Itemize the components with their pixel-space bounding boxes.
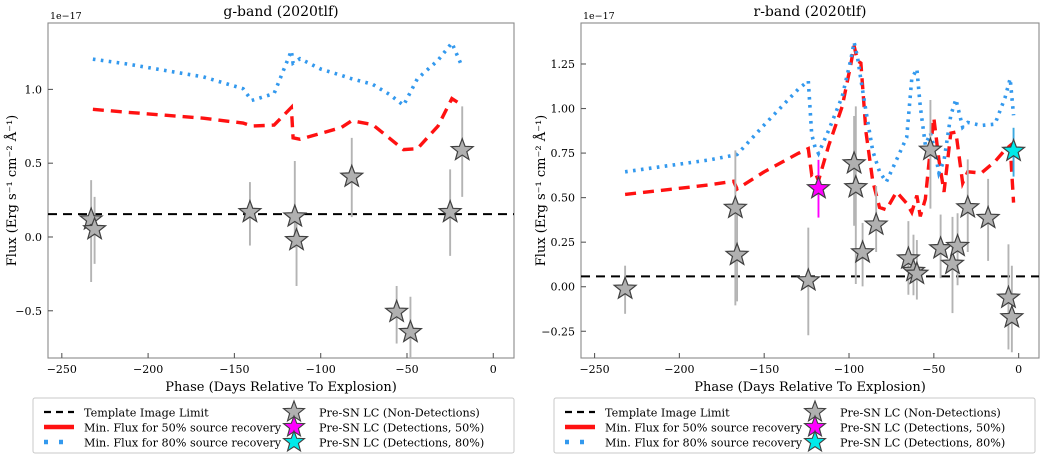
x-tick-label: −200 — [133, 363, 163, 376]
panel-r-band: r-band (2020tlf) 1e−17 −250 −200 −150 −100 −50… — [525, 0, 1049, 455]
flux-50-recovery-line — [92, 96, 464, 152]
legend: Template Image Limit Min. Flux for 50% so… — [553, 397, 1036, 454]
data-point-nondetection[interactable] — [384, 298, 410, 323]
x-tick-label: −150 — [219, 363, 249, 376]
legend-label: Pre-SN LC (Non-Detections) — [319, 407, 480, 420]
y-tick-label: 1.00 — [551, 103, 576, 116]
x-tick-label: −250 — [47, 363, 77, 376]
y-axis-offset-label: 1e−17 — [50, 11, 82, 22]
data-point-nondetection[interactable] — [397, 318, 424, 343]
plot-frame — [47, 22, 515, 359]
data-point-nondetection[interactable] — [339, 163, 365, 188]
data-point-nondetection[interactable] — [612, 275, 638, 300]
data-point-nondetection[interactable] — [282, 203, 308, 228]
legend-item[interactable]: Pre-SN LC (Detections, 80%) — [282, 429, 485, 453]
data-point-nondetection[interactable] — [449, 136, 475, 161]
data-point-nondetection[interactable] — [975, 204, 1001, 229]
legend-label: Min. Flux for 50% source recovery — [605, 422, 803, 435]
panel-g-band: g-band (2020tlf) 1e−17 −250 −200 −150 −100 −50… — [0, 0, 524, 455]
data-point-nondetection[interactable] — [995, 284, 1022, 309]
legend-item[interactable]: Min. Flux for 50% source recovery — [565, 422, 803, 435]
data-point-nondetection[interactable] — [895, 245, 921, 270]
x-tick-label: 0 — [1015, 363, 1022, 376]
x-axis-title: Phase (Days Relative To Explosion) — [165, 380, 397, 395]
data-point-detection[interactable] — [805, 175, 832, 200]
data-point-nondetection[interactable] — [78, 206, 104, 231]
data-point-nondetection[interactable] — [237, 198, 263, 223]
data-point-nondetection[interactable] — [843, 174, 869, 198]
y-tick-label: 0.0 — [25, 231, 43, 244]
legend-label: Template Image Limit — [605, 407, 730, 420]
x-tick-label: −100 — [306, 363, 336, 376]
plot-frame — [580, 22, 1040, 359]
flux-50-recovery-line — [624, 45, 1016, 217]
y-axis-offset-label: 1e−17 — [583, 11, 615, 22]
y-tick-label: 1.25 — [551, 58, 576, 71]
legend-label: Pre-SN LC (Detections, 50%) — [840, 422, 1005, 435]
data-point-nondetection[interactable] — [939, 250, 966, 275]
data-point-nondetection[interactable] — [945, 232, 971, 257]
x-tick-label: −200 — [664, 363, 694, 376]
data-point-nondetection[interactable] — [841, 150, 867, 175]
data-point-nondetection[interactable] — [904, 260, 930, 285]
x-tick-label: −250 — [579, 363, 609, 376]
legend-label: Template Image Limit — [84, 407, 209, 420]
data-point-nondetection[interactable] — [863, 211, 889, 236]
data-point-nondetection[interactable] — [437, 198, 463, 223]
legend-item[interactable]: Min. Flux for 80% source recovery — [565, 437, 803, 450]
data-point-nondetection[interactable] — [955, 194, 981, 219]
y-tick-label: 0.75 — [551, 147, 576, 160]
plot-area — [581, 41, 1039, 353]
x-axis-title: Phase (Days Relative To Explosion) — [694, 380, 926, 395]
y-tick-label: −0.25 — [541, 325, 575, 338]
data-point-nondetection[interactable] — [917, 136, 943, 161]
legend-item[interactable]: Template Image Limit — [565, 407, 730, 420]
x-tick-label: 0 — [490, 363, 497, 376]
x-tick-label: −150 — [749, 363, 779, 376]
legend-label: Pre-SN LC (Detections, 50%) — [319, 422, 484, 435]
legend-item[interactable]: Min. Flux for 80% source recovery — [44, 437, 282, 450]
flux-80-recovery-line — [92, 39, 464, 109]
data-point-nondetection[interactable] — [795, 267, 821, 292]
legend-label: Min. Flux for 50% source recovery — [84, 422, 282, 435]
y-axis-title: Flux (Erg s⁻¹ cm⁻² Å⁻¹) — [533, 115, 549, 266]
x-tick-label: −50 — [922, 363, 945, 376]
panel-title: r-band (2020tlf) — [754, 4, 867, 20]
x-tick-label: −50 — [395, 363, 418, 376]
data-point-nondetection[interactable] — [283, 227, 310, 251]
legend-label: Pre-SN LC (Detections, 80%) — [840, 437, 1005, 450]
data-point-nondetection[interactable] — [82, 216, 108, 241]
axis-ticks: −250 −200 −150 −100 −50 0 −0.25 0.00 0.25 0.50 0.7… — [541, 58, 1022, 376]
legend-label: Pre-SN LC (Detections, 80%) — [319, 437, 484, 450]
legend-item[interactable]: Min. Flux for 50% source recovery — [44, 422, 282, 435]
flux-80-recovery-line — [624, 41, 1016, 186]
data-point-detection[interactable] — [1000, 137, 1027, 162]
y-tick-label: 0.00 — [551, 281, 576, 294]
data-point-nondetection[interactable] — [724, 241, 750, 266]
x-tick-label: −100 — [834, 363, 864, 376]
y-tick-label: 0.5 — [25, 157, 43, 170]
legend-label: Pre-SN LC (Non-Detections) — [840, 407, 1001, 420]
y-tick-label: 0.25 — [551, 236, 576, 249]
y-tick-label: 0.50 — [551, 192, 576, 205]
data-point-nondetection[interactable] — [722, 194, 748, 219]
y-tick-label: −0.5 — [15, 305, 42, 318]
star-icon — [803, 429, 827, 453]
axis-ticks: −250 −200 −150 −100 −50 0 −0.5 0.0 0.5 1.0 — [15, 83, 497, 376]
star-icon — [282, 429, 306, 453]
y-tick-label: 1.0 — [25, 83, 43, 96]
legend-item[interactable]: Pre-SN LC (Detections, 80%) — [803, 429, 1006, 453]
y-axis-title: Flux (Erg s⁻¹ cm⁻² Å⁻¹) — [4, 115, 20, 266]
panel-title: g-band (2020tlf) — [223, 4, 338, 20]
data-point-nondetection[interactable] — [850, 239, 876, 264]
legend-item[interactable]: Template Image Limit — [44, 407, 209, 420]
legend-label: Min. Flux for 80% source recovery — [84, 437, 282, 450]
legend: Template Image Limit Min. Flux for 50% so… — [32, 397, 515, 454]
data-point-nondetection[interactable] — [999, 304, 1025, 329]
legend-label: Min. Flux for 80% source recovery — [605, 437, 803, 450]
plot-area — [48, 39, 514, 358]
